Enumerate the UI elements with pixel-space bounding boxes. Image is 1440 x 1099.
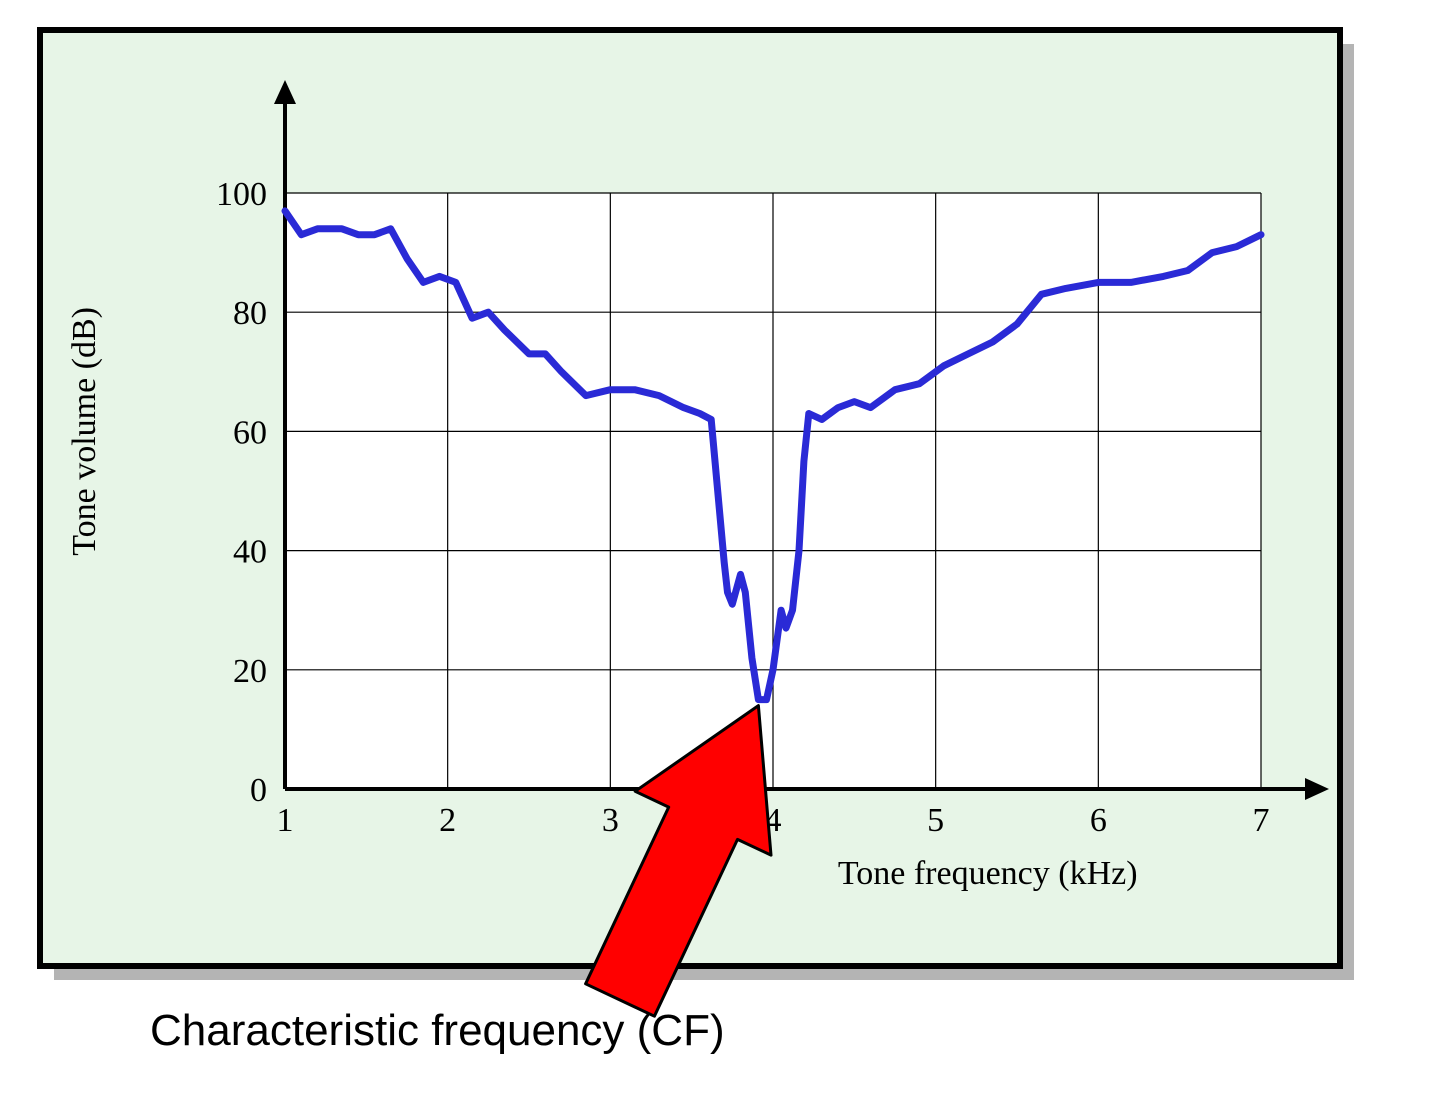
x-tick-label: 2 — [439, 802, 456, 839]
x-tick-label: 7 — [1253, 802, 1270, 839]
x-tick-label: 3 — [602, 802, 619, 839]
annotation-label: Characteristic frequency (CF) — [150, 1006, 725, 1056]
x-tick-label: 6 — [1090, 802, 1107, 839]
y-tick-label: 60 — [233, 414, 267, 451]
y-tick-label: 100 — [216, 176, 267, 213]
x-tick-label: 1 — [277, 802, 294, 839]
chart-svg: 1234567020406080100Tone frequency (kHz)T… — [0, 0, 1440, 1094]
y-axis-label: Tone volume (dB) — [66, 307, 103, 556]
chart-stage: 1234567020406080100Tone frequency (kHz)T… — [0, 0, 1440, 1094]
y-tick-label: 20 — [233, 653, 267, 690]
y-tick-label: 40 — [233, 534, 267, 571]
x-axis-label: Tone frequency (kHz) — [838, 855, 1138, 892]
y-tick-label: 0 — [250, 772, 267, 809]
x-tick-label: 5 — [927, 802, 944, 839]
y-tick-label: 80 — [233, 295, 267, 332]
